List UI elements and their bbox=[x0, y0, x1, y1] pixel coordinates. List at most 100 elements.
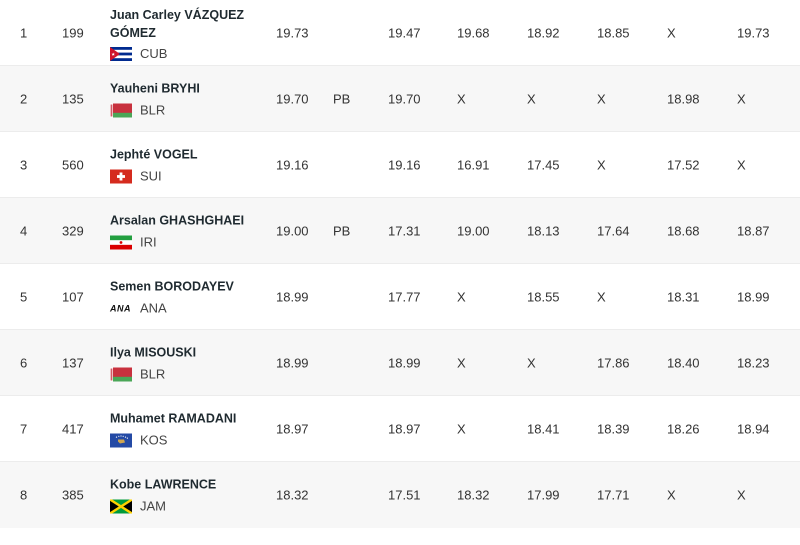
iran-flag bbox=[110, 235, 132, 249]
attempt-2-cell: X bbox=[457, 355, 466, 370]
country-code: ANA bbox=[140, 300, 167, 315]
nation: ANA ANA bbox=[110, 300, 270, 316]
athlete-name[interactable]: Arsalan GHASHGHAEI bbox=[110, 213, 245, 227]
rank-cell: 5 bbox=[20, 289, 28, 304]
attempt-5-cell: 18.26 bbox=[667, 421, 700, 436]
attempt-2-cell: 19.68 bbox=[457, 25, 490, 40]
rank-cell: 6 bbox=[20, 355, 28, 370]
attempt-5-cell: 18.40 bbox=[667, 355, 700, 370]
attempt-4-cell: X bbox=[597, 91, 606, 106]
bib-cell: 137 bbox=[62, 355, 84, 370]
athlete-name[interactable]: Muhamet RAMADANI bbox=[110, 411, 237, 425]
attempt-6-cell: 18.23 bbox=[737, 355, 770, 370]
nation: BLR bbox=[110, 366, 270, 382]
table-row: 6 137 Ilya MISOUSKI BLR 18.99 18.99 X X 17.86 18.… bbox=[0, 330, 800, 396]
attempt-1-cell: 18.99 bbox=[388, 355, 421, 370]
country-code: KOS bbox=[140, 432, 168, 447]
attempt-2-cell: X bbox=[457, 91, 466, 106]
attempt-4-cell: 17.71 bbox=[597, 487, 630, 503]
rank-cell: 1 bbox=[20, 25, 28, 40]
attempt-4-cell: 17.64 bbox=[597, 223, 630, 238]
switzerland-flag bbox=[110, 169, 132, 183]
athlete-cell: Jephté VOGEL SUI bbox=[110, 145, 270, 184]
attempt-4-cell: 18.39 bbox=[597, 421, 630, 436]
bib-cell: 385 bbox=[62, 487, 84, 503]
country-code: SUI bbox=[140, 168, 162, 183]
table-row: 3 560 Jephté VOGEL SUI 19.16 19.16 16.91 17.45 X… bbox=[0, 132, 800, 198]
athlete-cell: Kobe LAWRENCE JAM bbox=[110, 476, 270, 515]
athlete-cell: Ilya MISOUSKI BLR bbox=[110, 343, 270, 382]
jamaica-flag bbox=[110, 499, 132, 514]
mark-cell: 18.99 bbox=[276, 355, 309, 370]
attempt-4-cell: X bbox=[597, 157, 606, 172]
nation: CUB bbox=[110, 46, 270, 62]
attempt-6-cell: X bbox=[737, 91, 746, 106]
mark-cell: 18.32 bbox=[276, 487, 309, 503]
attempt-2-cell: X bbox=[457, 421, 466, 436]
attempt-3-cell: 18.92 bbox=[527, 25, 560, 40]
athlete-cell: Arsalan GHASHGHAEI IRI bbox=[110, 211, 270, 250]
athlete-cell: Semen BORODAYEV ANA ANA bbox=[110, 277, 270, 316]
nation: KOS bbox=[110, 432, 270, 448]
mark-cell: 19.16 bbox=[276, 157, 309, 172]
mark-cell: 19.73 bbox=[276, 25, 309, 40]
country-code: JAM bbox=[140, 498, 166, 514]
attempt-2-cell: 19.00 bbox=[457, 223, 490, 238]
attempt-6-cell: 18.94 bbox=[737, 421, 770, 436]
attempt-5-cell: X bbox=[667, 487, 676, 503]
attempt-6-cell: 19.73 bbox=[737, 25, 770, 40]
athlete-name[interactable]: Kobe LAWRENCE bbox=[110, 477, 217, 492]
athlete-name[interactable]: Jephté VOGEL bbox=[110, 147, 198, 161]
ana-logo: ANA bbox=[110, 303, 131, 313]
rank-cell: 8 bbox=[20, 487, 28, 503]
attempt-3-cell: 17.45 bbox=[527, 157, 560, 172]
attempt-3-cell: 18.13 bbox=[527, 223, 560, 238]
attempt-5-cell: 18.68 bbox=[667, 223, 700, 238]
bib-cell: 135 bbox=[62, 91, 84, 106]
nation: IRI bbox=[110, 234, 270, 250]
attempt-3-cell: 18.41 bbox=[527, 421, 560, 436]
attempt-5-cell: 18.98 bbox=[667, 91, 700, 106]
bib-cell: 560 bbox=[62, 157, 84, 172]
nation: BLR bbox=[110, 102, 270, 118]
athlete-name[interactable]: Juan Carley VÁZQUEZ GÓMEZ bbox=[110, 8, 245, 40]
attempt-1-cell: 17.77 bbox=[388, 289, 421, 304]
attempt-2-cell: X bbox=[457, 289, 466, 304]
attempt-2-cell: 16.91 bbox=[457, 157, 490, 172]
athlete-name[interactable]: Yauheni BRYHI bbox=[110, 81, 200, 95]
attempt-3-cell: X bbox=[527, 91, 536, 106]
attempt-1-cell: 19.47 bbox=[388, 25, 421, 40]
attempt-6-cell: 18.99 bbox=[737, 289, 770, 304]
rank-cell: 7 bbox=[20, 421, 28, 436]
attempt-3-cell: X bbox=[527, 355, 536, 370]
rank-cell: 4 bbox=[20, 223, 28, 238]
bib-cell: 417 bbox=[62, 421, 84, 436]
pb-badge: PB bbox=[333, 223, 351, 238]
attempt-4-cell: 18.85 bbox=[597, 25, 630, 40]
cuba-flag bbox=[110, 47, 132, 61]
attempt-5-cell: 17.52 bbox=[667, 157, 700, 172]
bib-cell: 329 bbox=[62, 223, 84, 238]
attempt-4-cell: 17.86 bbox=[597, 355, 630, 370]
pb-badge: PB bbox=[333, 91, 351, 106]
nation: JAM bbox=[110, 499, 270, 515]
belarus-flag bbox=[110, 103, 132, 117]
kosovo-flag bbox=[110, 433, 132, 447]
attempt-6-cell: X bbox=[737, 487, 746, 503]
athlete-cell: Yauheni BRYHI BLR bbox=[110, 79, 270, 118]
bib-cell: 107 bbox=[62, 289, 84, 304]
athlete-name[interactable]: Ilya MISOUSKI bbox=[110, 345, 197, 359]
table-row: 7 417 Muhamet RAMADANI KOS 18.97 18.97 X 18.41 1… bbox=[0, 396, 800, 462]
attempt-4-cell: X bbox=[597, 289, 606, 304]
athlete-cell: Juan Carley VÁZQUEZ GÓMEZ CUB bbox=[110, 6, 270, 62]
attempt-1-cell: 19.70 bbox=[388, 91, 421, 106]
athlete-name[interactable]: Semen BORODAYEV bbox=[110, 279, 234, 293]
nation: SUI bbox=[110, 168, 270, 184]
table-row: 2 135 Yauheni BRYHI BLR 19.70 PB 19.70 X X X 18.98… bbox=[0, 66, 800, 132]
mark-cell: 19.70 bbox=[276, 91, 309, 106]
rank-cell: 2 bbox=[20, 91, 28, 106]
mark-cell: 19.00 bbox=[276, 223, 309, 238]
attempt-5-cell: X bbox=[667, 25, 676, 40]
table-row: 1 199 Juan Carley VÁZQUEZ GÓMEZ CUB 19.73 19.… bbox=[0, 0, 800, 66]
